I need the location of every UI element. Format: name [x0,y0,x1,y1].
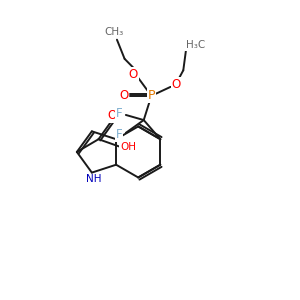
Text: O: O [119,89,128,102]
Text: NH: NH [86,175,102,184]
Text: O: O [129,68,138,81]
Text: F: F [116,128,122,141]
Text: P: P [148,89,155,102]
Text: CH₃: CH₃ [104,27,124,37]
Text: F: F [116,107,122,121]
Text: O: O [108,109,117,122]
Text: O: O [172,78,181,92]
Text: H₃C: H₃C [186,40,205,50]
Text: OH: OH [120,142,136,152]
